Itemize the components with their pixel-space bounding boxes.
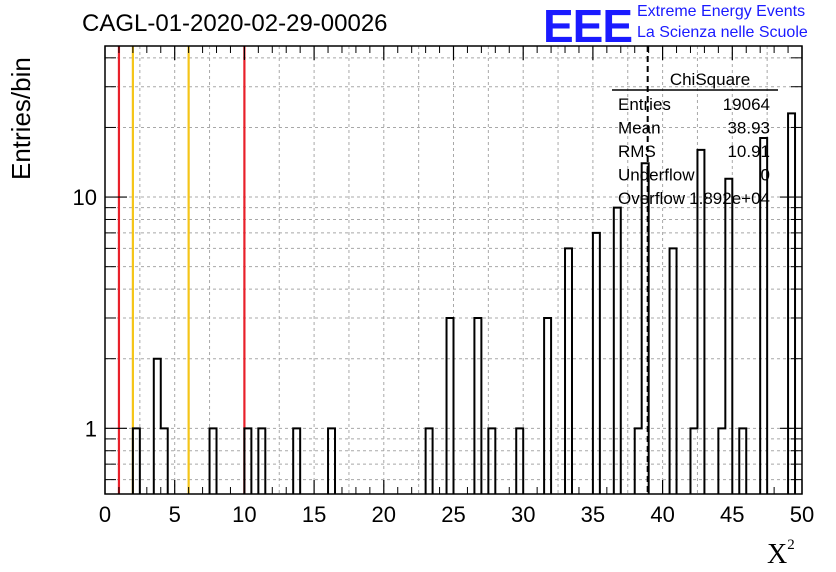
histogram-bar — [725, 179, 732, 494]
histogram-bar — [788, 113, 795, 494]
x-tick-label: 20 — [372, 502, 396, 527]
x-tick-label: 0 — [99, 502, 111, 527]
grid-lines — [105, 46, 802, 494]
chart-title: CAGL-01-2020-02-29-00026 — [82, 10, 388, 37]
y-tick-label: 10 — [73, 185, 97, 210]
stats-value: 38.93 — [727, 119, 770, 138]
histogram-bar — [642, 163, 649, 494]
stats-label: Overflow — [618, 189, 686, 208]
histogram-bar — [670, 248, 677, 494]
stats-value: 19064 — [723, 95, 770, 114]
histogram-bar — [161, 428, 168, 494]
histogram-bar — [718, 428, 725, 494]
histogram-bar — [447, 318, 454, 494]
histogram-bar — [210, 428, 217, 494]
axes-ticks: 0 5 10 15 20 25 30 35 40 45 50 1 10 — [73, 46, 814, 527]
histogram-bar — [690, 428, 697, 494]
x-tick-label: 30 — [511, 502, 535, 527]
x-tick-label: 50 — [790, 502, 814, 527]
histogram-outline — [131, 112, 797, 494]
stats-value: 10.91 — [727, 142, 770, 161]
histogram-bar — [544, 318, 551, 494]
histogram-bar — [154, 359, 161, 494]
histogram-bar — [614, 208, 621, 494]
histogram-bars — [133, 113, 795, 494]
stats-label: Mean — [618, 119, 661, 138]
histogram-bar — [635, 428, 642, 494]
eee-logo: EEE — [543, 0, 633, 52]
histogram-bar — [488, 428, 495, 494]
stats-label: Underflow — [618, 166, 695, 185]
x-axis-label: X2 — [767, 537, 795, 570]
x-tick-label: 5 — [169, 502, 181, 527]
histogram-bar — [426, 428, 433, 494]
x-tick-label: 35 — [581, 502, 605, 527]
logo-line-1: Extreme Energy Events — [637, 3, 806, 20]
logo-line-2: La Scienza nelle Scuole — [637, 24, 808, 41]
histogram-bar — [328, 428, 335, 494]
x-tick-label: 25 — [441, 502, 465, 527]
histogram-bar — [133, 428, 140, 494]
x-tick-label: 45 — [720, 502, 744, 527]
histogram-bar — [565, 248, 572, 494]
stats-box: ChiSquare Entries 19064 Mean 38.93 RMS 10.91 Un… — [612, 70, 778, 208]
x-tick-label: 15 — [302, 502, 326, 527]
x-tick-label: 40 — [650, 502, 674, 527]
histogram-bar — [739, 428, 746, 494]
stats-value: 1.892e+04 — [689, 189, 770, 208]
y-tick-label: 1 — [85, 416, 97, 441]
histogram-bar — [474, 318, 481, 494]
histogram-bar — [258, 428, 265, 494]
x-tick-label: 10 — [232, 502, 256, 527]
stats-label: Entries — [618, 95, 671, 114]
histogram-bar — [593, 233, 600, 494]
histogram-bar — [244, 428, 251, 494]
stats-label: RMS — [618, 142, 656, 161]
histogram-bar — [293, 428, 300, 494]
stats-title: ChiSquare — [670, 70, 750, 89]
stats-value: 0 — [761, 166, 770, 185]
histogram-bar — [516, 428, 523, 494]
